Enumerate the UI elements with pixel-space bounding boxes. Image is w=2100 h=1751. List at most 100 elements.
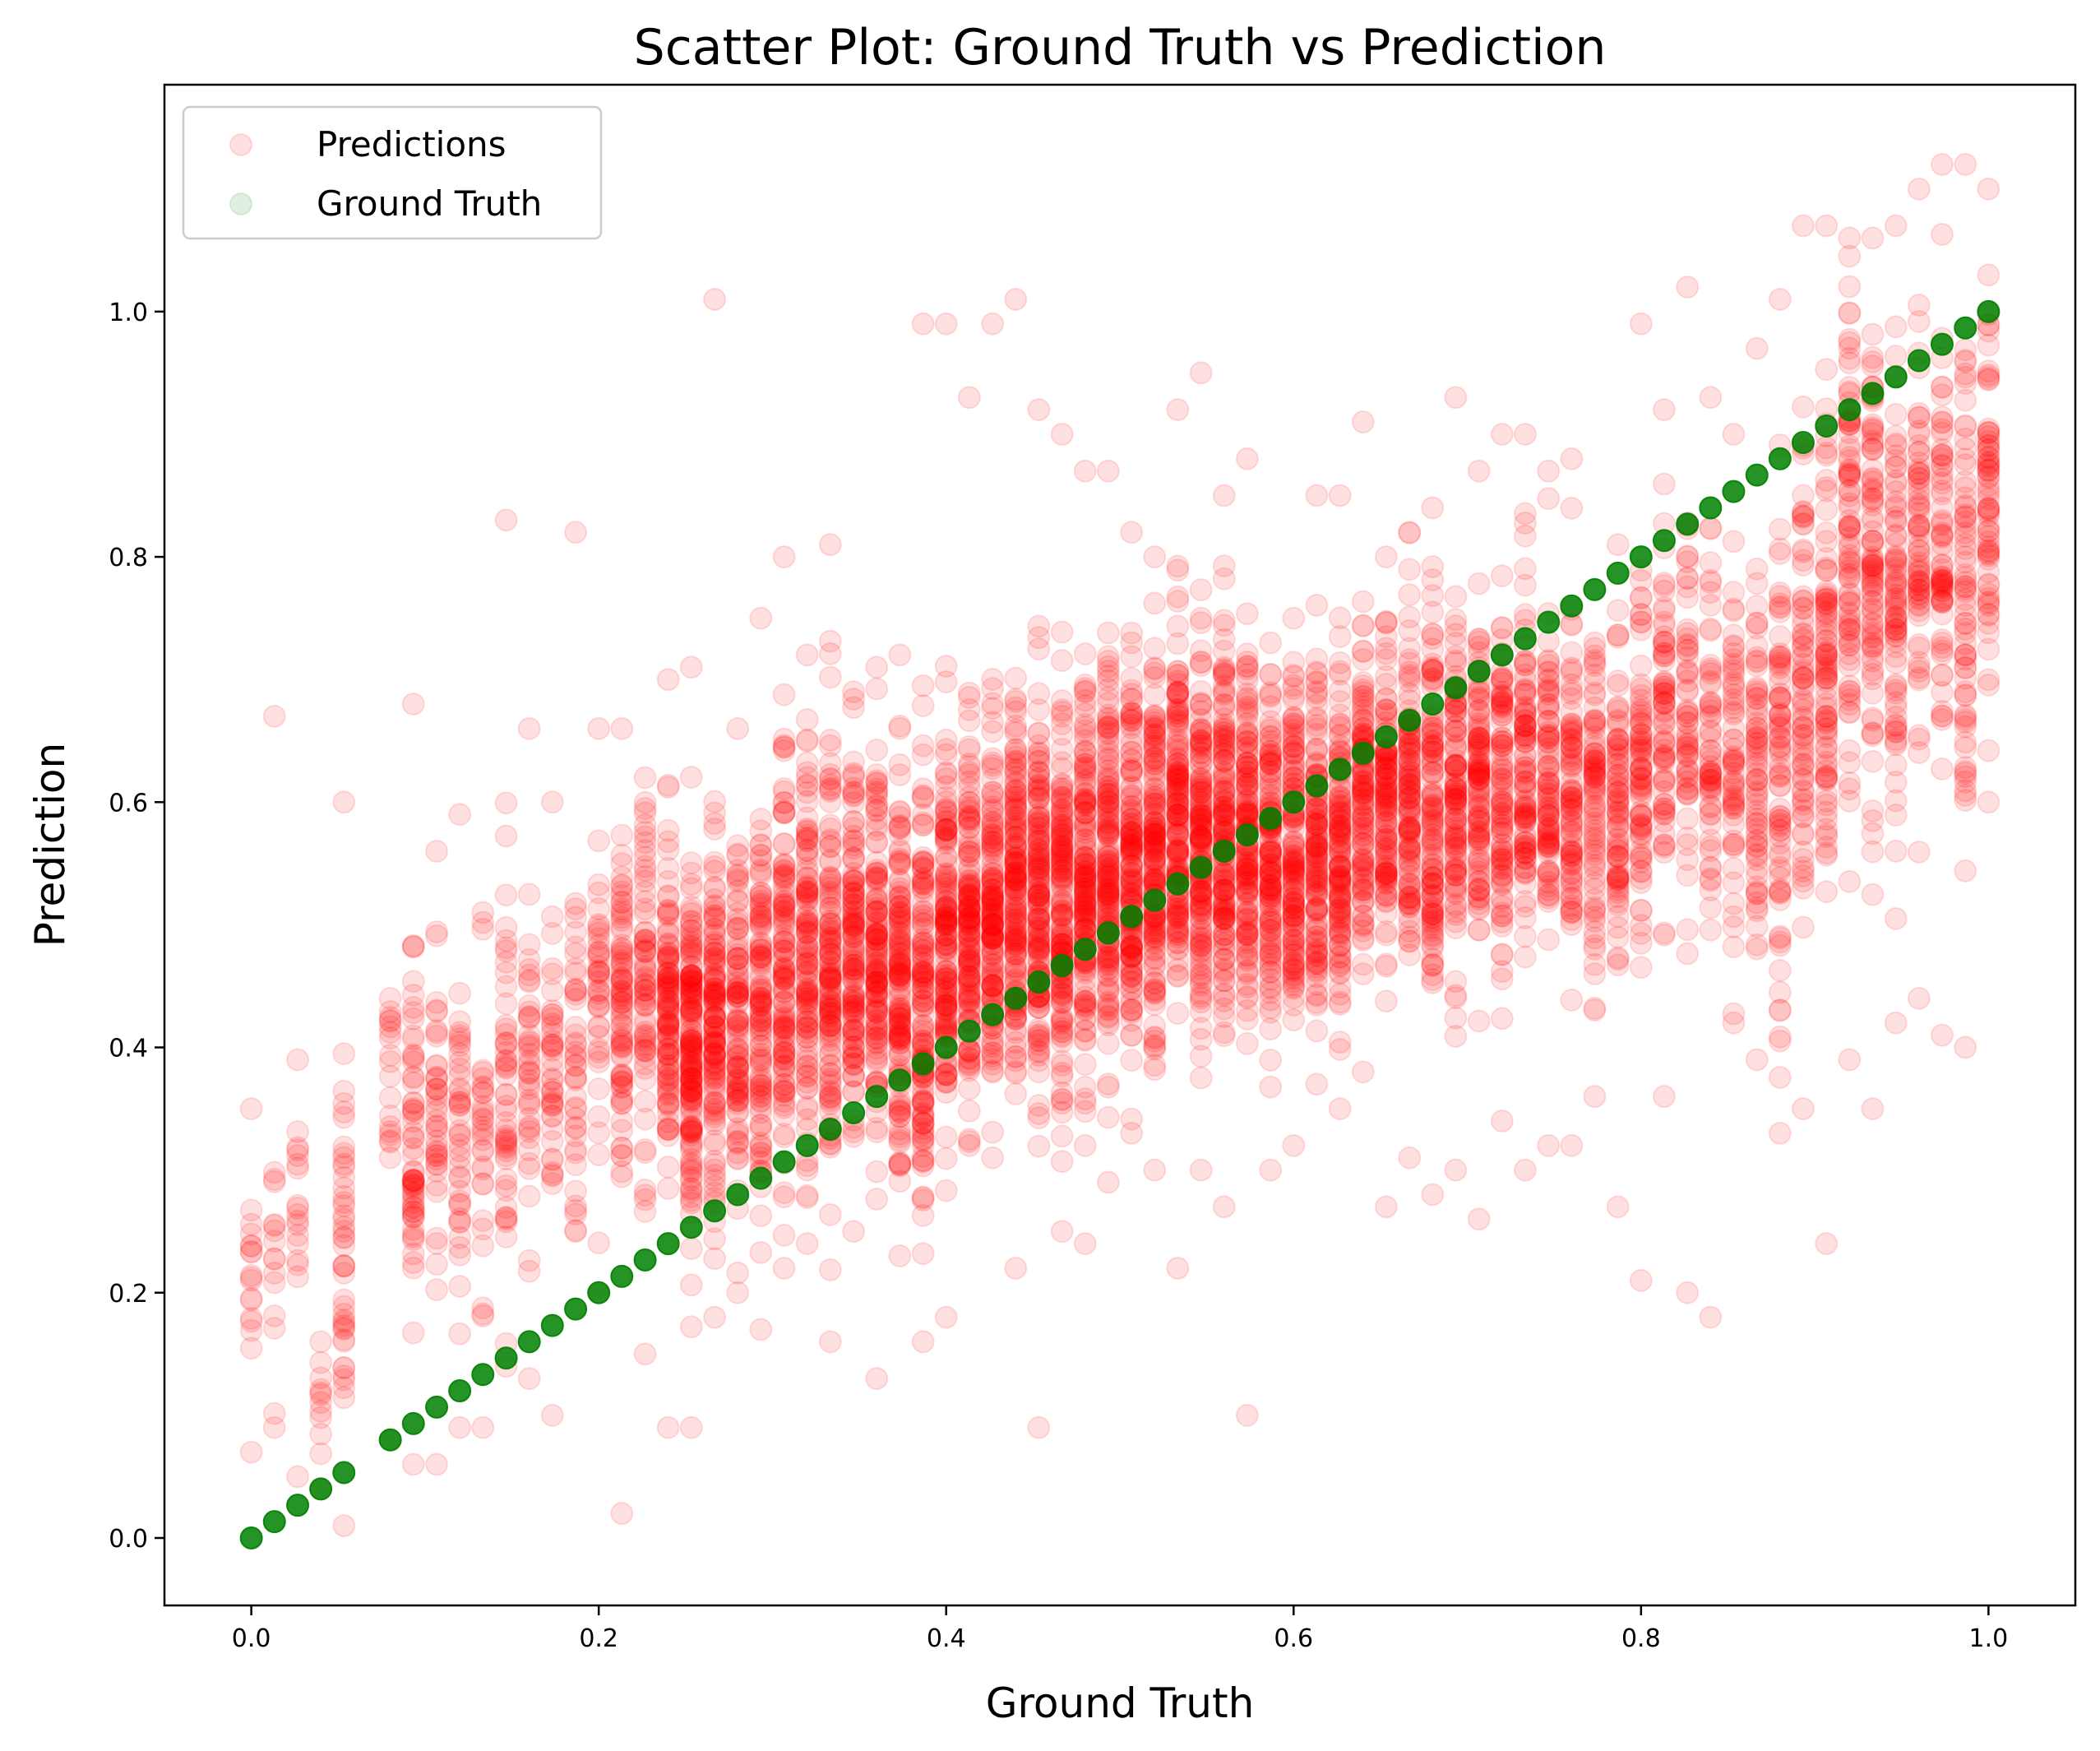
prediction-point (1282, 1008, 1306, 1032)
prediction-point (239, 1288, 263, 1312)
prediction-point (1004, 1082, 1028, 1106)
prediction-point (1073, 802, 1097, 826)
prediction-point (610, 1063, 634, 1086)
prediction-point (471, 1137, 495, 1161)
prediction-point (1073, 985, 1097, 1009)
prediction-point (703, 812, 727, 836)
prediction-point (471, 1123, 495, 1146)
prediction-point (471, 917, 495, 941)
prediction-point (425, 1083, 449, 1107)
prediction-point (540, 1029, 564, 1053)
prediction-point (494, 1210, 518, 1234)
prediction-point (633, 825, 657, 849)
prediction-point (1004, 938, 1028, 961)
prediction-point (332, 1368, 356, 1392)
prediction-point (332, 1105, 356, 1129)
prediction-point (540, 1091, 564, 1114)
prediction-point (610, 933, 634, 957)
prediction-point (378, 1146, 402, 1170)
prediction-point (448, 1322, 472, 1346)
prediction-point (1143, 637, 1167, 660)
prediction-point (795, 986, 819, 1010)
prediction-point (888, 886, 912, 910)
prediction-point (1004, 871, 1028, 895)
prediction-point (332, 1327, 356, 1351)
prediction-point (587, 897, 611, 921)
prediction-point (703, 1090, 727, 1114)
prediction-point (540, 1104, 564, 1128)
prediction-point (957, 958, 981, 982)
prediction-point (448, 803, 472, 827)
prediction-point (1096, 849, 1120, 873)
prediction-point (471, 1102, 495, 1126)
prediction-point (401, 1137, 425, 1160)
prediction-point (448, 1057, 472, 1081)
prediction-point (494, 1040, 518, 1064)
prediction-point (471, 1067, 495, 1091)
prediction-point (425, 924, 449, 947)
prediction-point (818, 938, 842, 961)
prediction-point (401, 1195, 425, 1219)
prediction-point (286, 1138, 310, 1162)
prediction-point (981, 901, 1005, 925)
prediction-point (587, 927, 611, 951)
prediction-point (1120, 1049, 1144, 1072)
prediction-point (934, 654, 958, 678)
prediction-point (1004, 696, 1028, 720)
prediction-point (425, 1141, 449, 1165)
prediction-point (934, 1305, 958, 1329)
prediction-point (540, 1147, 564, 1171)
prediction-point (633, 1184, 657, 1207)
prediction-point (749, 1114, 773, 1137)
prediction-point (309, 1399, 333, 1423)
prediction-point (378, 1123, 402, 1146)
prediction-point (378, 1008, 402, 1032)
prediction-point (517, 716, 541, 740)
prediction-point (448, 1063, 472, 1087)
prediction-point (703, 1305, 727, 1329)
prediction-point (610, 1070, 634, 1094)
prediction-point (795, 730, 819, 753)
prediction-point (564, 1198, 588, 1222)
prediction-point (1282, 844, 1306, 868)
prediction-point (1305, 1072, 1329, 1096)
prediction-point (494, 1144, 518, 1168)
prediction-point (540, 1033, 564, 1057)
prediction-point (286, 1152, 310, 1176)
prediction-point (633, 920, 657, 944)
prediction-point (795, 1039, 819, 1063)
prediction-point (401, 1321, 425, 1345)
prediction-point (1235, 772, 1259, 796)
prediction-point (332, 1207, 356, 1231)
prediction-point (726, 928, 750, 952)
prediction-point (1259, 725, 1283, 748)
prediction-point (494, 1094, 518, 1118)
prediction-point (726, 1147, 750, 1171)
prediction-point (494, 1022, 518, 1046)
prediction-point (749, 974, 773, 998)
prediction-point (471, 1157, 495, 1181)
prediction-point (772, 1125, 796, 1149)
prediction-point (494, 936, 518, 960)
prediction-point (1143, 665, 1167, 689)
prediction-point (610, 996, 634, 1020)
prediction-point (610, 1029, 634, 1053)
prediction-point (448, 1210, 472, 1234)
prediction-point (1259, 1017, 1283, 1041)
prediction-point (517, 1077, 541, 1100)
prediction-point (425, 1179, 449, 1203)
prediction-point (517, 1094, 541, 1118)
prediction-point (981, 751, 1005, 775)
prediction-point (378, 1086, 402, 1109)
prediction-point (888, 763, 912, 787)
prediction-point (517, 957, 541, 981)
prediction-point (309, 1350, 333, 1374)
prediction-point (494, 1049, 518, 1072)
prediction-point (865, 970, 889, 994)
prediction-point (517, 1117, 541, 1141)
prediction-point (425, 1065, 449, 1089)
prediction-point (934, 1125, 958, 1149)
prediction-point (494, 1196, 518, 1220)
prediction-point (540, 1160, 564, 1184)
prediction-point (1259, 873, 1283, 897)
